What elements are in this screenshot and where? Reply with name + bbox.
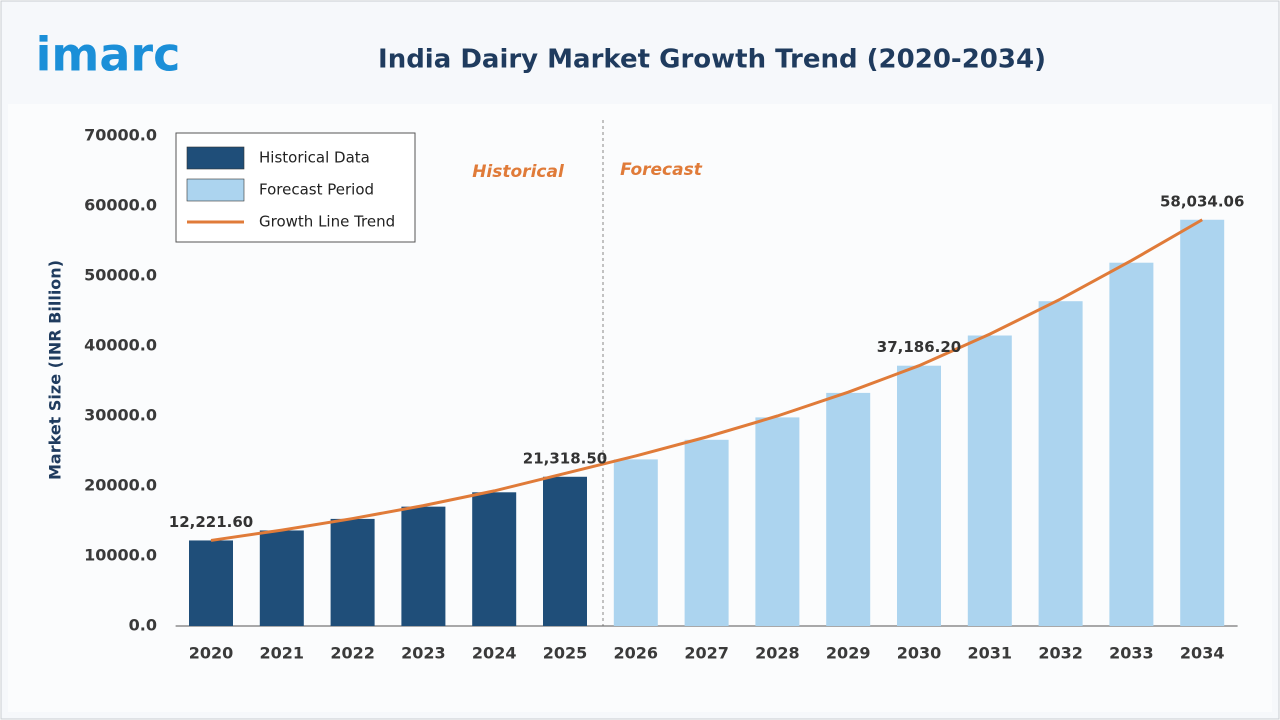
value-label: 37,186.20 <box>877 338 961 356</box>
y-tick-label: 30000.0 <box>84 406 157 425</box>
y-tick-label: 20000.0 <box>84 476 157 495</box>
bar <box>1038 301 1083 626</box>
x-tick-label: 2024 <box>472 644 517 663</box>
x-tick-label: 2032 <box>1038 644 1083 663</box>
bar <box>401 506 446 626</box>
x-tick-label: 2025 <box>543 644 588 663</box>
x-tick-label: 2020 <box>189 644 234 663</box>
value-label: 12,221.60 <box>169 513 253 531</box>
bar <box>543 476 587 626</box>
x-tick-label: 2034 <box>1180 644 1225 663</box>
bar <box>967 335 1012 626</box>
legend-swatch <box>186 146 245 170</box>
x-tick-label: 2026 <box>614 644 659 663</box>
trend-line <box>210 218 1203 542</box>
x-tick-label: 2021 <box>260 644 305 663</box>
bar <box>259 530 304 626</box>
x-tick-label: 2027 <box>684 644 729 663</box>
bar <box>613 459 658 626</box>
annotation: Forecast <box>620 160 703 180</box>
bar <box>330 518 375 626</box>
chart-title: India Dairy Market Growth Trend (2020-20… <box>378 45 1046 75</box>
legend-label: Forecast Period <box>259 181 374 199</box>
bar <box>755 417 800 626</box>
x-tick-label: 2029 <box>826 644 871 663</box>
y-tick-label: 40000.0 <box>84 336 157 355</box>
x-tick-label: 2030 <box>897 644 942 663</box>
bar <box>1109 262 1154 626</box>
value-label: 21,318.50 <box>523 449 607 467</box>
bar <box>1180 219 1225 626</box>
bar <box>897 365 941 626</box>
bar <box>684 439 729 626</box>
y-tick-label: 50000.0 <box>84 266 157 285</box>
y-tick-label: 10000.0 <box>84 546 157 565</box>
y-tick-label: 0.0 <box>129 616 157 635</box>
y-tick-label: 60000.0 <box>84 196 157 215</box>
legend-label: Growth Line Trend <box>259 213 395 231</box>
bar <box>189 540 233 626</box>
x-tick-label: 2031 <box>968 644 1013 663</box>
x-tick-label: 2022 <box>330 644 375 663</box>
logo: imarc <box>36 28 181 82</box>
legend-swatch <box>186 178 245 202</box>
annotation: Historical <box>472 162 565 182</box>
x-tick-label: 2028 <box>755 644 800 663</box>
bar <box>826 392 871 626</box>
y-tick-label: 70000.0 <box>84 126 157 145</box>
legend-label: Historical Data <box>259 149 370 167</box>
x-tick-label: 2023 <box>401 644 446 663</box>
x-tick-label: 2033 <box>1109 644 1154 663</box>
value-label: 58,034.06 <box>1160 192 1244 210</box>
y-axis-label: Market Size (INR Billion) <box>46 260 65 480</box>
bar <box>472 492 517 626</box>
